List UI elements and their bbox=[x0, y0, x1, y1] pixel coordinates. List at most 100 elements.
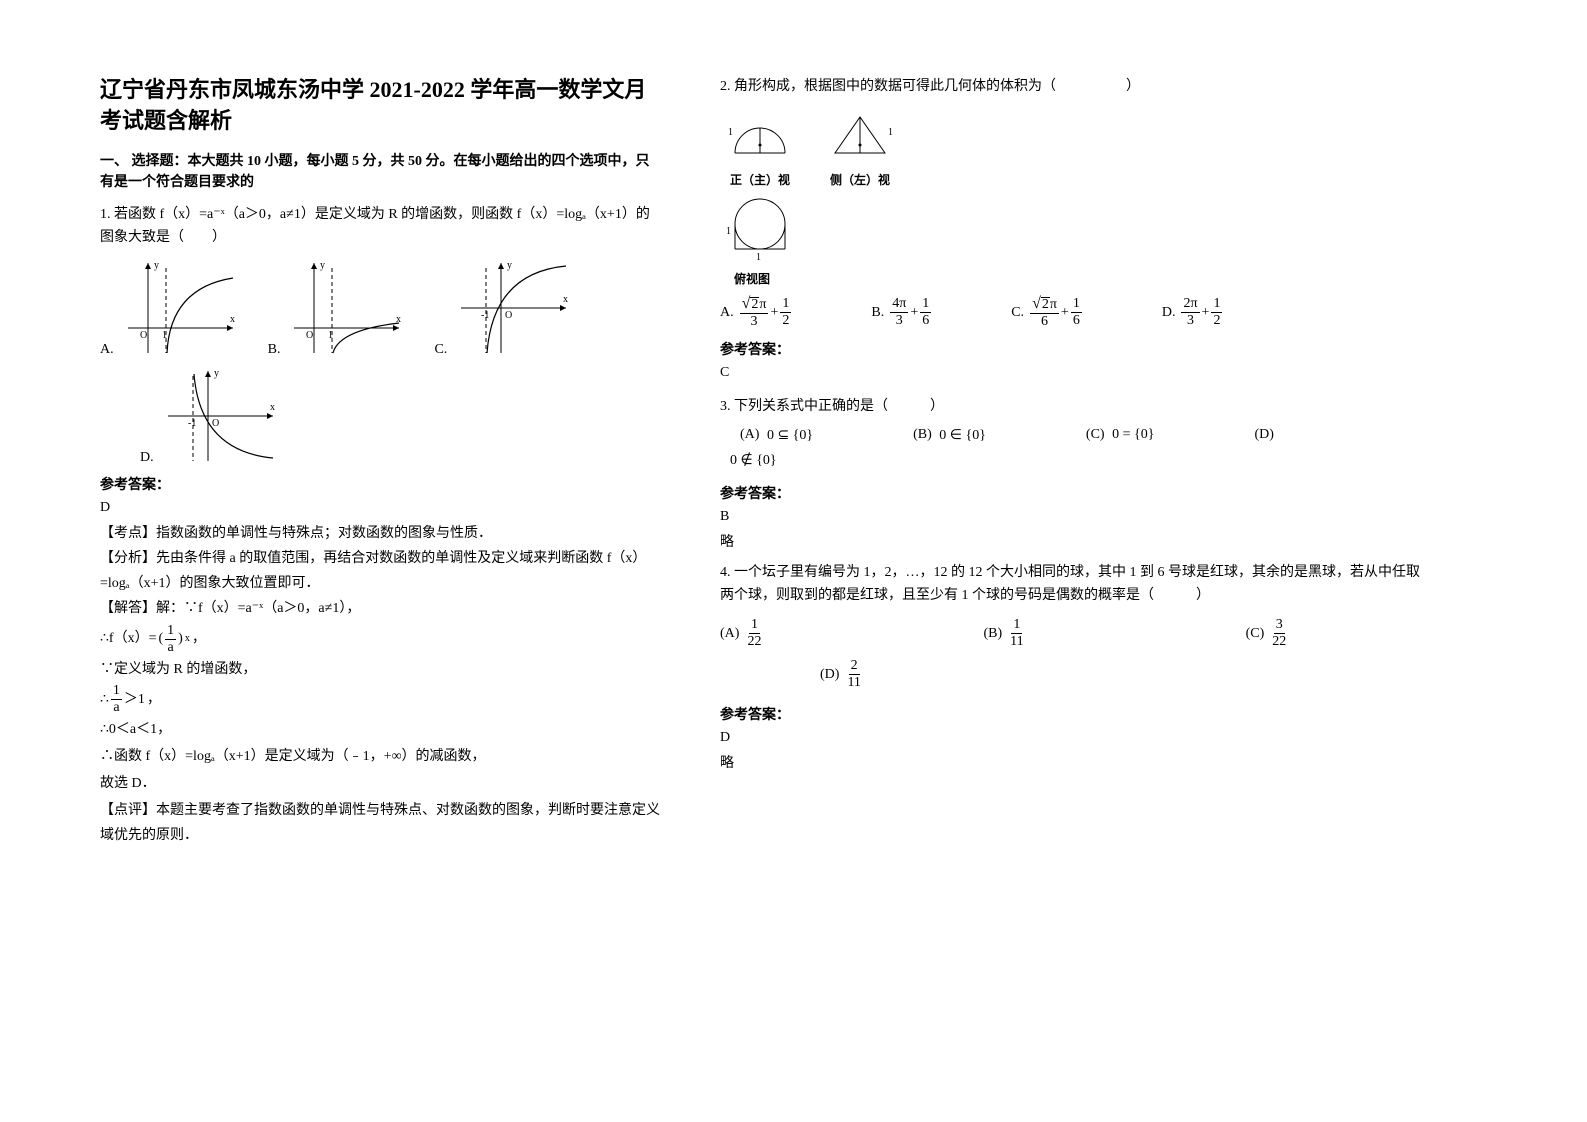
kaodian-text: 指数函数的单调性与特殊点；对数函数的图象与性质． bbox=[156, 526, 492, 541]
q1-graphs-row: A. x y O 1 B. x bbox=[100, 258, 660, 358]
svg-text:O: O bbox=[505, 310, 512, 321]
frac-num-2: 1 bbox=[111, 684, 122, 700]
q3-optB-label: (B) bbox=[913, 427, 932, 443]
q3-optB-expr: 0 ∈ {0} bbox=[939, 427, 986, 444]
section-1-heading: 一、 选择题：本大题共 10 小题，每小题 5 分，共 50 分。在每小题给出的… bbox=[100, 151, 660, 193]
q3-options-row1: (A) 0 ⊆ {0} (B) 0 ∈ {0} (C) 0 = {0} (D) bbox=[740, 427, 1420, 444]
front-view-svg: 1 bbox=[720, 105, 800, 165]
graph-d-svg: x y O -1 bbox=[158, 366, 278, 466]
kaodian-label: 【考点】 bbox=[100, 526, 156, 541]
fenxi-label: 【分析】 bbox=[100, 551, 156, 566]
q1-optC-label: C. bbox=[434, 342, 447, 358]
q4-answer-略: 略 bbox=[720, 752, 1420, 772]
q3-answer-label: 参考答案： bbox=[720, 483, 1420, 503]
jieda-l5: ∴0＜a＜1， bbox=[100, 717, 660, 742]
fenxi-text: 先由条件得 a 的取值范围，再结合对数函数的单调性及定义域来判断函数 f（x）=… bbox=[100, 551, 646, 591]
q3-optC-expr: 0 = {0} bbox=[1112, 427, 1154, 443]
svg-text:x: x bbox=[563, 294, 568, 305]
right-column: 2. 角形构成，根据图中的数据可得此几何体的体积为（ ） 1 正（主）视 bbox=[720, 75, 1420, 1082]
exp-x: x bbox=[185, 630, 190, 648]
jieda-l2-pre: ∴f（x）= bbox=[100, 626, 156, 651]
q2-optD: D. 2π3 + 12 bbox=[1162, 297, 1223, 328]
dianping-label: 【点评】 bbox=[100, 803, 156, 818]
q1-text: 1. 若函数 f（x）=a⁻ˣ（a＞0，a≠1）是定义域为 R 的增函数，则函数… bbox=[100, 203, 660, 251]
q3-optA-expr: 0 ⊆ {0} bbox=[767, 427, 813, 444]
q3-optB: (B) 0 ∈ {0} bbox=[913, 427, 986, 444]
q2-text: 2. 角形构成，根据图中的数据可得此几何体的体积为（ ） bbox=[720, 75, 1420, 99]
q4-optA-label: (A) bbox=[720, 626, 739, 642]
q2-answer-label: 参考答案： bbox=[720, 339, 1420, 359]
left-view: 1 侧（左）视 bbox=[820, 105, 900, 188]
q2-options: A. √2π3 + 12 B. 4π3 + 16 C. √2π6 + 16 D.… bbox=[720, 297, 1420, 329]
dim-1-top: 1 bbox=[756, 252, 761, 263]
jieda-l6: ∴函数 f（x）=logₐ（x+1）是定义域为（﹣1，+∞）的减函数， bbox=[100, 744, 660, 769]
q1-jieda: 【解答】解：∵f（x）=a⁻ˣ（a＞0，a≠1）， ∴f（x）= ( 1 a )… bbox=[100, 596, 660, 796]
q4-optA: (A) 122 bbox=[720, 618, 763, 649]
q4-optC-label: (C) bbox=[1246, 626, 1265, 642]
q1-option-b: B. x y O 1 bbox=[268, 258, 405, 358]
q4-optD: (D) 211 bbox=[820, 659, 1420, 690]
q2-optA-label: A. bbox=[720, 305, 734, 321]
q2-optB: B. 4π3 + 16 bbox=[871, 297, 931, 328]
left-view-svg: 1 bbox=[820, 105, 900, 165]
dianping-text: 本题主要考查了指数函数的单调性与特殊点、对数函数的图象，判断时要注意定义域优先的… bbox=[100, 803, 660, 843]
jieda-l3: ∵定义域为 R 的增函数， bbox=[100, 657, 660, 682]
q4-optD-label: (D) bbox=[820, 667, 839, 683]
fraction-1-over-a: 1 a bbox=[165, 624, 176, 655]
svg-text:x: x bbox=[230, 314, 235, 325]
top-view-label: 俯视图 bbox=[734, 270, 1420, 287]
jieda-l4-pre: ∴ bbox=[100, 687, 109, 712]
q1-optD-label: D. bbox=[140, 450, 154, 466]
q4-text: 4. 一个坛子里有编号为 1，2，…，12 的 12 个大小相同的球，其中 1 … bbox=[720, 561, 1420, 609]
exam-title: 辽宁省丹东市凤城东汤中学 2021-2022 学年高一数学文月考试题含解析 bbox=[100, 75, 660, 137]
svg-text:O: O bbox=[140, 330, 147, 341]
dim-1-front: 1 bbox=[728, 127, 733, 138]
q2-optA: A. √2π3 + 12 bbox=[720, 297, 791, 329]
q2-optB-label: B. bbox=[871, 305, 884, 321]
q1-option-d: D. x y O -1 bbox=[140, 366, 660, 466]
frac-num: 1 bbox=[165, 624, 176, 640]
svg-text:-1: -1 bbox=[481, 310, 489, 321]
q4-optB: (B) 111 bbox=[983, 618, 1025, 649]
q4-optB-label: (B) bbox=[983, 626, 1002, 642]
q3-optC: (C) 0 = {0} bbox=[1086, 427, 1155, 443]
q2-optC: C. √2π6 + 16 bbox=[1011, 297, 1082, 329]
svg-text:-1: -1 bbox=[188, 418, 196, 429]
q1-option-a: A. x y O 1 bbox=[100, 258, 238, 358]
frac-den-2: a bbox=[111, 700, 121, 715]
q4-answer: D bbox=[720, 730, 1420, 746]
frac-den: a bbox=[166, 640, 176, 655]
q2-three-views: 1 正（主）视 1 侧（左）视 1 1 bbox=[720, 105, 1420, 287]
left-column: 辽宁省丹东市凤城东汤中学 2021-2022 学年高一数学文月考试题含解析 一、… bbox=[100, 75, 660, 1082]
top-view: 1 1 俯视图 bbox=[720, 194, 1420, 287]
q2-answer: C bbox=[720, 365, 1420, 381]
jieda-l7: 故选 D． bbox=[100, 771, 660, 796]
q4-options-row1: (A) 122 (B) 111 (C) 322 bbox=[720, 618, 1420, 649]
jieda-l4-post: ＞1 bbox=[124, 687, 145, 712]
q3-optD-expr: 0 ∉ {0} bbox=[730, 452, 777, 469]
q3-optD-label-only: (D) bbox=[1254, 427, 1277, 443]
svg-text:1: 1 bbox=[726, 226, 731, 237]
front-view-label: 正（主）视 bbox=[720, 171, 800, 188]
graph-b-svg: x y O 1 bbox=[284, 258, 404, 358]
q3-answer: B bbox=[720, 509, 1420, 525]
dim-1-left: 1 bbox=[888, 127, 893, 138]
jieda-label: 【解答】 bbox=[100, 601, 156, 616]
q1-dianping: 【点评】本题主要考查了指数函数的单调性与特殊点、对数函数的图象，判断时要注意定义… bbox=[100, 798, 660, 848]
fraction-1-over-a-2: 1 a bbox=[111, 684, 122, 715]
top-view-svg: 1 1 bbox=[720, 194, 800, 264]
q3-optA-label: (A) bbox=[740, 427, 759, 443]
q1-optA-label: A. bbox=[100, 342, 114, 358]
q1-fenxi: 【分析】先由条件得 a 的取值范围，再结合对数函数的单调性及定义域来判断函数 f… bbox=[100, 546, 660, 596]
graph-a-svg: x y O 1 bbox=[118, 258, 238, 358]
left-view-label: 侧（左）视 bbox=[820, 171, 900, 188]
q1-kaodian: 【考点】指数函数的单调性与特殊点；对数函数的图象与性质． bbox=[100, 522, 660, 546]
svg-text:y: y bbox=[214, 368, 219, 379]
q3-optD-label: (D) bbox=[1254, 427, 1273, 443]
jieda-l2-post: ， bbox=[192, 626, 206, 651]
q1-answer: D bbox=[100, 500, 660, 516]
q1-optB-label: B. bbox=[268, 342, 281, 358]
q4-optC: (C) 322 bbox=[1246, 618, 1289, 649]
svg-text:O: O bbox=[212, 418, 219, 429]
q3-optC-label: (C) bbox=[1086, 427, 1105, 443]
